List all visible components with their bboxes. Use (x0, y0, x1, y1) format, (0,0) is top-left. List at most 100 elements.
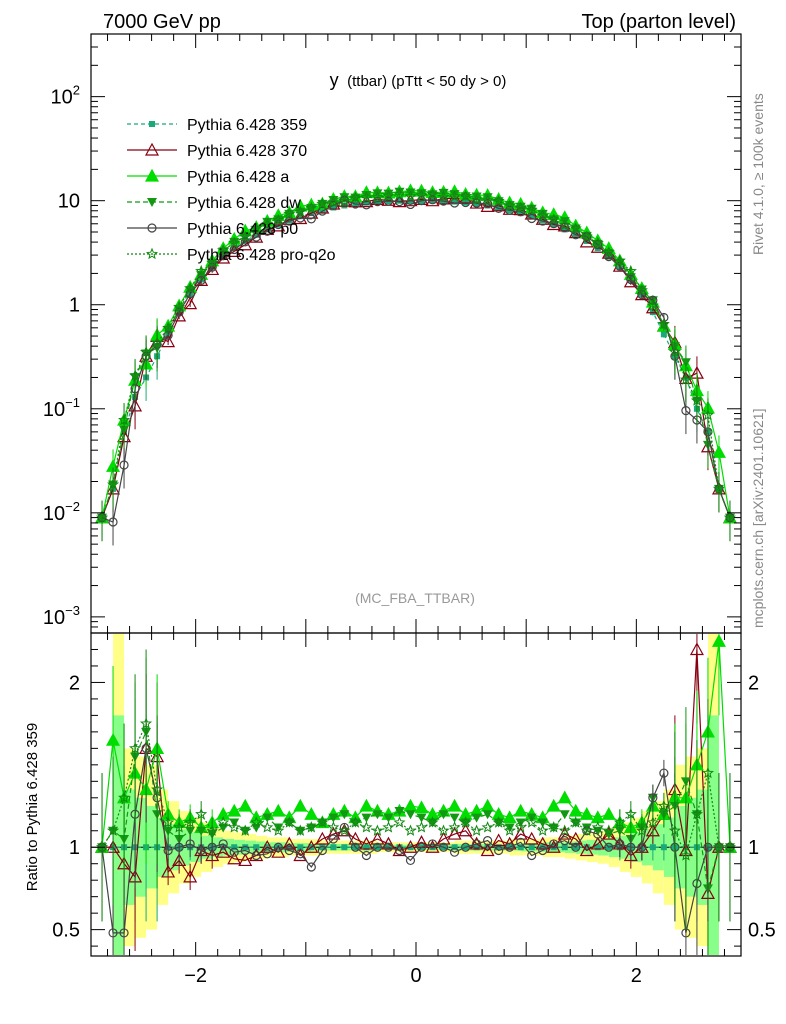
ratio-point (239, 824, 252, 836)
ratio-point (339, 810, 350, 820)
plot-title: y (ttbar) (pTtt < 50 dy > 0) (330, 70, 507, 90)
ratio-point (438, 810, 449, 820)
data-point (426, 188, 439, 200)
ratio-point (396, 844, 403, 851)
ratio-point (328, 834, 338, 844)
ratio-point (341, 844, 348, 851)
data-point (539, 217, 546, 224)
data-point (253, 231, 260, 238)
ratio-point (502, 836, 517, 850)
data-point (560, 223, 570, 233)
ratio-point (163, 845, 173, 856)
data-point (626, 274, 636, 285)
data-point (250, 222, 263, 234)
ratio-point (381, 836, 396, 850)
ratio-point (183, 869, 198, 883)
ratio-point (372, 810, 383, 820)
data-point (371, 190, 384, 203)
data-point (701, 408, 714, 421)
data-point (602, 245, 615, 258)
data-point (372, 197, 383, 207)
data-point (328, 196, 339, 206)
data-point (217, 243, 230, 256)
data-point (249, 229, 264, 243)
side-rivet: Rivet 4.1.0, ≥ 100k events (750, 93, 766, 255)
ratio-line (102, 649, 730, 894)
ratio-point (484, 844, 491, 851)
ratio-point (495, 844, 502, 851)
ratio-point (293, 848, 308, 862)
data-point (119, 460, 129, 470)
ratio-point (349, 816, 362, 828)
ratio-point (546, 798, 561, 812)
ratio-point (172, 853, 187, 867)
ratio-point (559, 810, 570, 820)
ratio-point (516, 837, 526, 847)
legend: Pythia 6.428 359 Pythia 6.428 370 Pythia 6… (127, 117, 336, 264)
ratio-point (615, 839, 625, 849)
data-point (635, 283, 648, 296)
ratio-point (502, 810, 517, 824)
ratio-point (251, 850, 261, 861)
data-point (483, 199, 493, 209)
data-point (251, 232, 261, 242)
ratio-point (579, 807, 594, 820)
ratio-point (626, 842, 636, 852)
ratio-point (227, 803, 242, 817)
data-point (205, 262, 220, 276)
data-point (339, 193, 350, 203)
ratio-point (481, 821, 494, 833)
legend-marker (149, 121, 155, 127)
data-point (711, 444, 726, 458)
ratio-point (701, 766, 714, 779)
ratio-point (568, 803, 583, 817)
series-line (101, 193, 731, 518)
ratio-point (447, 826, 462, 840)
data-point (108, 517, 118, 527)
ratio-point (513, 803, 528, 817)
data-point (471, 192, 482, 202)
data-point (569, 222, 582, 234)
ratio-point (525, 816, 538, 828)
ratio-point (613, 816, 626, 828)
ratio-point (536, 824, 549, 836)
ratio-point (403, 839, 418, 853)
ratio-point (571, 842, 581, 852)
ratio-point (383, 842, 394, 852)
ratio-point (547, 821, 560, 833)
data-point (579, 234, 594, 248)
ratio-point (405, 855, 416, 866)
data-point (404, 190, 417, 202)
data-point (316, 197, 329, 209)
ratio-point (240, 845, 250, 856)
ratio-point (238, 853, 253, 867)
data-point (526, 204, 537, 214)
ratio-point (449, 813, 460, 823)
data-point (319, 207, 326, 214)
legend-entry: Pythia 6.428 p0 (127, 221, 298, 238)
data-point (107, 478, 120, 490)
ratio-point (394, 806, 405, 816)
data-point (196, 275, 206, 285)
data-point (262, 226, 272, 236)
ratio-point (205, 848, 220, 862)
data-point (603, 249, 614, 259)
ratio-point (668, 824, 682, 836)
data-point (416, 196, 427, 206)
ratio-point (504, 823, 515, 833)
header-right: Top (parton level) (581, 11, 736, 33)
data-point (473, 200, 480, 207)
ratio-point (383, 813, 394, 823)
ratio-point (473, 844, 480, 851)
data-point (681, 406, 691, 416)
data-point (668, 345, 681, 358)
ratio-point (503, 824, 516, 836)
data-point (657, 317, 670, 330)
y-tick-label: 10−2 (43, 499, 80, 525)
ratio-point (162, 816, 175, 828)
legend-marker (145, 247, 159, 260)
data-point (427, 195, 438, 205)
ratio-point (426, 816, 439, 828)
ratio-point (184, 816, 197, 828)
data-point (162, 321, 175, 334)
